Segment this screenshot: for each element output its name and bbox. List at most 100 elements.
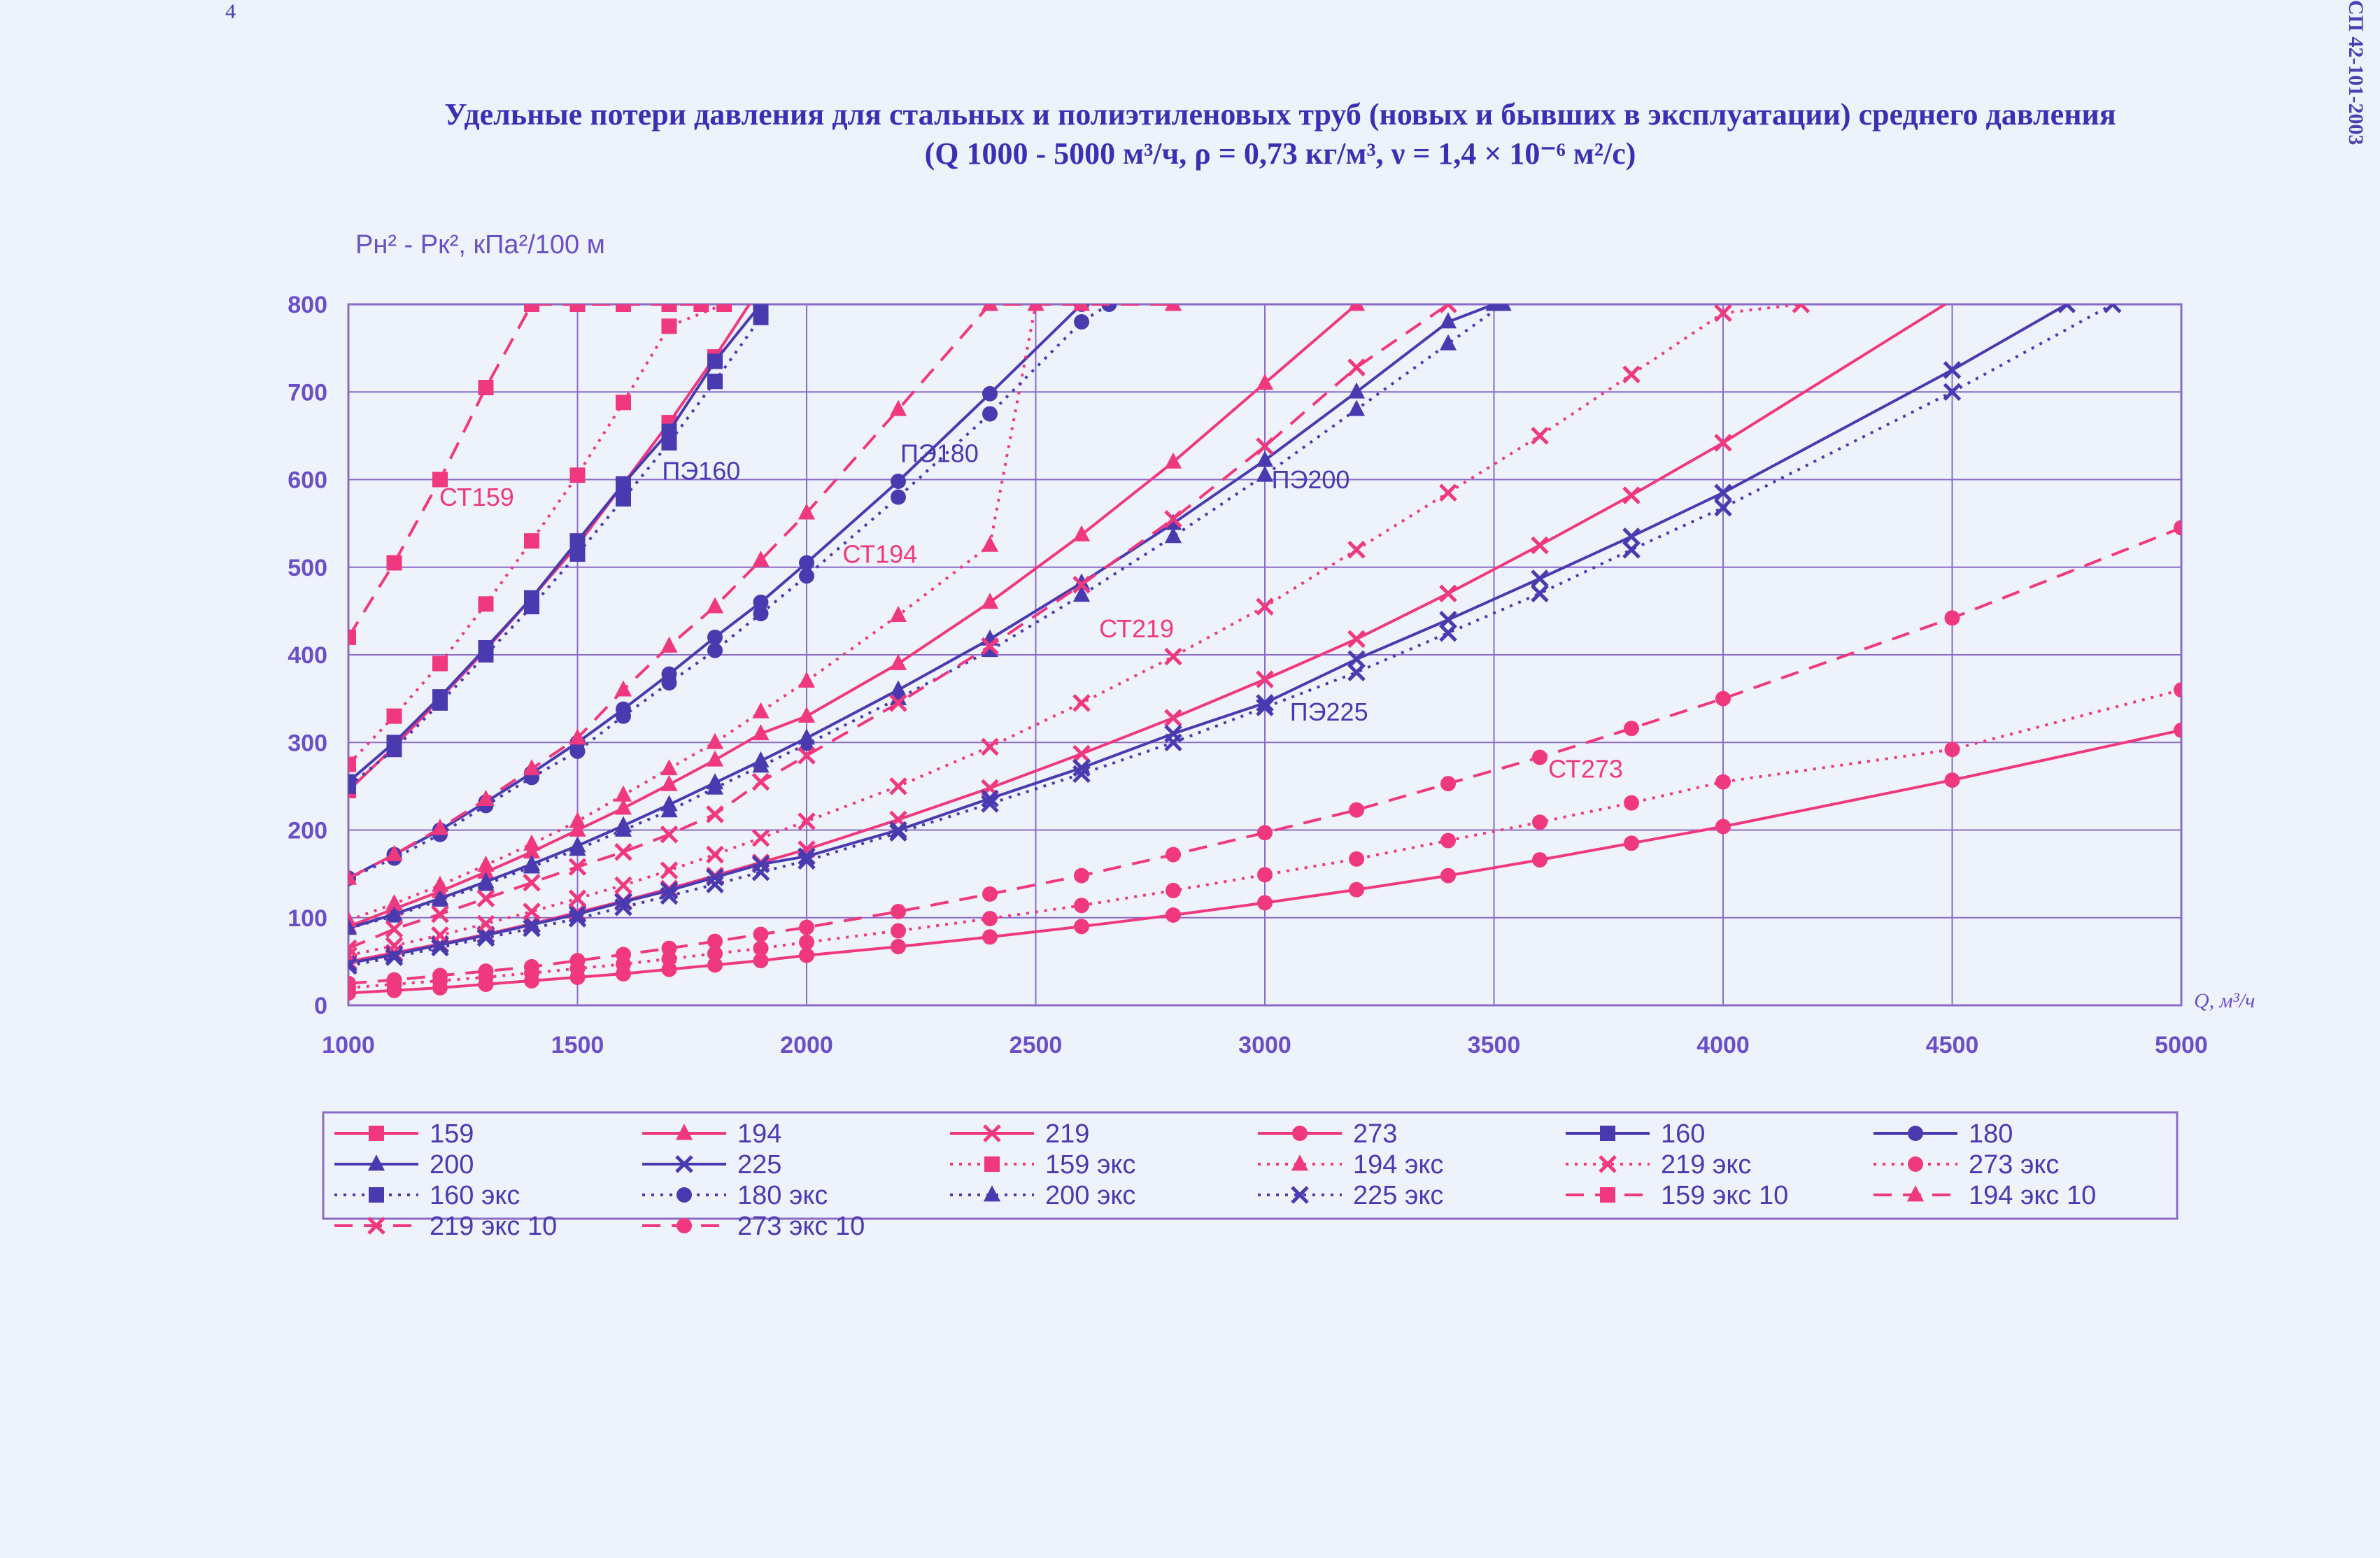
marker-circle (2174, 682, 2181, 698)
y-tick-label: 400 (288, 642, 327, 669)
marker-x (1599, 1155, 1617, 1173)
marker-x (706, 805, 724, 823)
marker-x (1943, 383, 1962, 402)
marker-triangle (614, 820, 632, 837)
marker-circle (677, 1187, 692, 1203)
marker-x (981, 795, 999, 813)
marker-square (661, 304, 677, 312)
marker-x (660, 886, 679, 905)
marker-circle (569, 743, 586, 759)
marker-triangle (660, 636, 678, 653)
marker-square (348, 778, 356, 794)
marker-x (2057, 304, 2069, 313)
marker-triangle (889, 680, 907, 697)
marker-circle (661, 940, 677, 956)
curve-label: СТ219 (1099, 614, 1174, 643)
marker-triangle (706, 750, 724, 767)
series-line (348, 526, 2181, 985)
marker-triangle (477, 789, 495, 807)
marker-triangle (431, 819, 449, 835)
legend-item: 273 экс 10 (642, 1212, 865, 1241)
marker-x (1072, 576, 1091, 594)
legend-label: 160 экс (430, 1181, 520, 1210)
marker-x (1943, 361, 1962, 379)
marker-x (1256, 670, 1274, 688)
x-tick-label: 3000 (1238, 1032, 1291, 1058)
marker-x (1347, 650, 1366, 669)
legend-label: 159 экс (1045, 1150, 1135, 1180)
marker-x (1164, 733, 1182, 752)
marker-x (568, 858, 587, 876)
marker-triangle (614, 680, 632, 697)
marker-circle (1440, 867, 1456, 884)
marker-x (981, 737, 999, 756)
marker-square (369, 1126, 384, 1141)
marker-x (798, 851, 816, 870)
marker-square (616, 491, 631, 507)
marker-triangle (1347, 304, 1366, 311)
marker-x (2103, 304, 2116, 313)
marker-circle (1908, 1156, 1923, 1172)
marker-square (716, 304, 732, 312)
marker-x (1256, 597, 1274, 616)
marker-square (616, 304, 631, 312)
marker-x (1072, 744, 1091, 763)
marker-circle (1532, 814, 1547, 830)
marker-square (616, 395, 631, 411)
series-159 (348, 304, 751, 799)
y-tick-label: 700 (288, 379, 327, 406)
marker-triangle (1072, 525, 1091, 541)
x-tick-label: 2000 (780, 1032, 833, 1058)
y-tick-label: 300 (288, 730, 327, 756)
marker-circle (891, 489, 906, 505)
marker-x (1256, 437, 1274, 455)
marker-circle (1349, 851, 1364, 867)
y-tick-label: 500 (288, 555, 327, 581)
marker-circle (1715, 819, 1731, 835)
marker-triangle (1256, 451, 1274, 467)
marker-circle (1908, 1126, 1923, 1141)
marker-square (386, 555, 402, 571)
marker-triangle (569, 812, 586, 828)
marker-x (1291, 1186, 1309, 1204)
marker-triangle (752, 702, 770, 718)
marker-triangle (798, 706, 816, 723)
legend-label: 273 экс (1969, 1150, 2059, 1180)
marker-x (1714, 304, 1732, 323)
legend-item: 160 (1566, 1119, 1705, 1149)
marker-circle (982, 929, 998, 945)
marker-x (889, 777, 907, 795)
marker-x (614, 843, 632, 861)
marker-circle (891, 939, 906, 955)
marker-x (1164, 510, 1182, 528)
marker-square (693, 304, 709, 312)
marker-triangle (1347, 399, 1366, 416)
marker-circle (707, 629, 723, 645)
marker-triangle (1256, 373, 1274, 390)
series-line (348, 304, 1504, 930)
marker-circle (753, 606, 769, 622)
marker-square (386, 742, 402, 758)
marker-triangle (569, 840, 586, 856)
x-tick-label: 1000 (322, 1032, 375, 1058)
marker-x (614, 893, 632, 911)
marker-x (431, 905, 449, 923)
marker-square (478, 596, 494, 612)
marker-circle (1257, 895, 1273, 911)
marker-triangle (660, 774, 678, 791)
marker-circle (891, 903, 906, 919)
marker-circle (1624, 835, 1639, 851)
series-line (348, 304, 702, 638)
marker-x (675, 1155, 693, 1173)
marker-circle (707, 957, 723, 973)
marker-x (476, 914, 495, 933)
marker-x (1347, 358, 1366, 376)
marker-triangle (752, 756, 770, 773)
marker-square (1600, 1187, 1615, 1203)
marker-triangle (1439, 334, 1457, 350)
legend-item: 273 экс (1873, 1150, 2059, 1180)
series-219-экс-10 (348, 304, 1457, 958)
marker-circle (661, 961, 677, 977)
marker-x (751, 863, 770, 881)
marker-triangle (675, 1124, 693, 1140)
